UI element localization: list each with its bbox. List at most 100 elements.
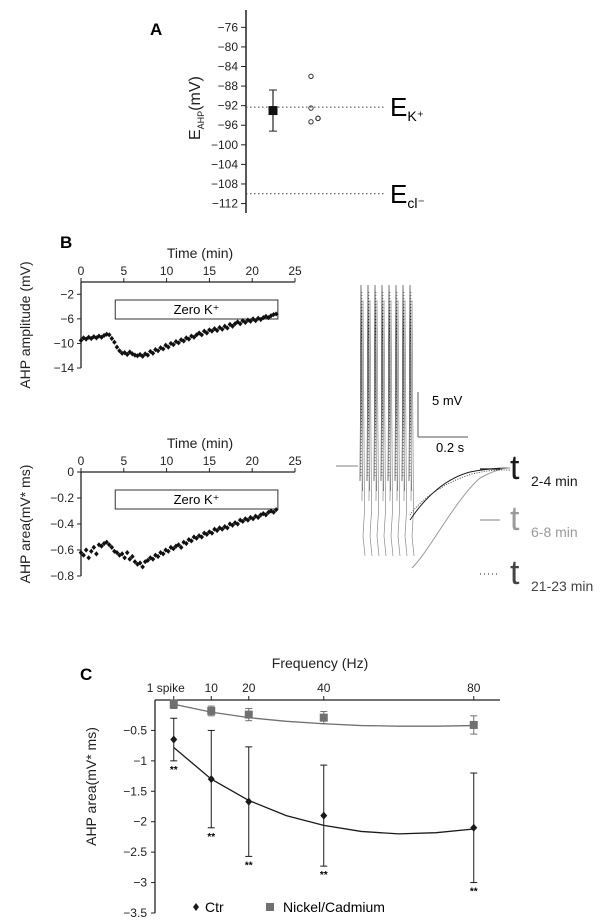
y-tick-label: −100 — [211, 138, 238, 152]
spike-trace — [401, 284, 405, 492]
spike-trace — [403, 299, 408, 557]
data-point — [155, 553, 161, 560]
spike-trace — [395, 289, 398, 477]
data-point — [235, 521, 240, 527]
data-point — [315, 115, 321, 122]
panel-b-area-chart: Time (min) 0 5 10 15 20 25 0 −0.2 −0.4 −0.6 −0.8 AHP… — [17, 435, 302, 583]
data-point — [273, 311, 279, 317]
data-point — [240, 518, 246, 524]
spike-trace — [394, 284, 398, 492]
y-tick-label: −2 — [60, 287, 74, 301]
spike-trace — [361, 299, 366, 557]
data-point — [122, 350, 127, 356]
data-point — [263, 313, 269, 319]
legend-marker-nickel-cadmium — [266, 903, 274, 911]
spike-trace — [389, 299, 394, 557]
data-point — [94, 335, 99, 341]
data-point — [186, 336, 192, 342]
y-tick-label: −0.6 — [50, 543, 74, 557]
data-point-ctr — [207, 775, 215, 784]
data-point-ctr — [245, 797, 253, 806]
spike-trace — [408, 284, 412, 492]
reference-label-main: E — [390, 179, 407, 209]
data-point — [145, 557, 151, 563]
y-tick-label: −0.2 — [50, 491, 74, 505]
spike-trace — [360, 289, 363, 477]
data-point — [124, 550, 130, 556]
spike-trace — [375, 299, 380, 557]
x-tick-label: 0 — [78, 264, 85, 278]
trace-2-4-min — [409, 467, 511, 521]
x-tick-label: 0 — [78, 454, 85, 468]
data-point — [207, 327, 212, 333]
data-point — [112, 548, 117, 554]
zero-k-label: Zero K⁺ — [174, 302, 220, 317]
data-point — [158, 550, 163, 556]
data-point — [253, 318, 258, 324]
data-point — [96, 333, 102, 339]
panel-b-amplitude-chart: Time (min) 0 5 10 15 20 25 −2 −6 −10 −14 AHP amplit… — [17, 245, 302, 389]
data-point — [225, 525, 230, 531]
data-point — [214, 327, 220, 334]
y-tick-label: −96 — [218, 118, 239, 132]
significance-marker: ** — [170, 765, 178, 776]
data-point — [191, 334, 197, 340]
data-point — [160, 551, 166, 557]
spike-trace — [387, 284, 391, 492]
data-point-nickel-cadmium — [319, 713, 328, 722]
data-point — [104, 539, 109, 545]
x-tick-label: 10 — [160, 454, 174, 468]
y-tick-label: −112 — [212, 197, 238, 211]
data-point — [209, 530, 215, 536]
legend-marker-ctr — [193, 903, 199, 911]
spike-trace — [396, 299, 401, 557]
data-point — [130, 553, 135, 560]
data-point — [222, 524, 228, 530]
data-point — [140, 564, 145, 570]
reference-label: EK⁺ — [390, 92, 424, 124]
data-point — [117, 552, 122, 558]
spike-trace — [367, 289, 370, 477]
x-tick-label: 80 — [467, 681, 481, 695]
data-point — [178, 544, 184, 550]
data-point — [176, 340, 181, 346]
x-tick-label: 20 — [246, 454, 260, 468]
x-tick-label: 15 — [203, 264, 217, 278]
data-point — [271, 509, 276, 515]
data-point — [83, 547, 89, 553]
data-point — [219, 326, 225, 332]
data-point — [96, 542, 102, 548]
data-point — [245, 517, 251, 523]
data-point-ctr — [170, 735, 178, 744]
data-point-nickel-cadmium — [244, 710, 253, 719]
data-point — [261, 315, 266, 321]
y-tick-label: 0 — [67, 465, 74, 479]
data-point — [91, 334, 97, 340]
x-tick-label: 25 — [288, 264, 302, 278]
significance-marker: ** — [207, 832, 215, 843]
spike-trace — [402, 289, 405, 477]
y-tick-label: −84 — [218, 60, 239, 74]
x-axis-title: Time (min) — [167, 245, 233, 261]
data-point — [81, 335, 86, 341]
data-point — [150, 556, 156, 562]
panel-letter-b: B — [60, 233, 72, 252]
panel-a-reference-lines: EK⁺Ecl⁻ — [246, 92, 425, 211]
data-point — [124, 351, 130, 358]
x-tick-label: 10 — [205, 681, 219, 695]
data-point — [255, 315, 261, 321]
x-tick-label: 5 — [120, 264, 127, 278]
spike-trace — [368, 299, 373, 557]
ylabel-unit: (mV) — [187, 76, 204, 111]
legend-label: 2-4 min — [531, 473, 578, 489]
data-point — [201, 328, 207, 334]
data-point — [201, 530, 207, 536]
x-axis-title: Time (min) — [167, 435, 233, 451]
y-axis-title: AHP area(mV* ms) — [83, 727, 99, 846]
data-point — [183, 335, 189, 341]
data-point — [114, 550, 120, 556]
significance-marker: ** — [320, 870, 328, 881]
data-point — [204, 531, 210, 537]
x-tick-label: 25 — [288, 454, 302, 468]
y-tick-label: −3 — [133, 876, 147, 890]
